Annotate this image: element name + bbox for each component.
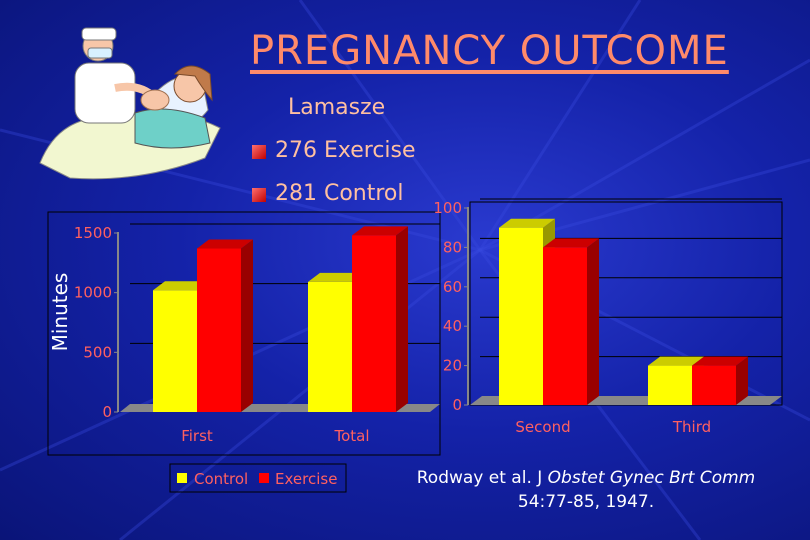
y-tick-label: 80 (443, 238, 462, 256)
legend-heading: Lamasze (288, 95, 386, 120)
x-tick-label: First (181, 427, 213, 445)
bar-control-third-top (648, 356, 704, 366)
bar-control-total-front (308, 281, 352, 412)
bar-exercise-first-top (197, 239, 253, 249)
legend-exercise: Exercise (275, 470, 337, 488)
bar-exercise-third-top (692, 356, 748, 366)
bar-exercise-total (352, 226, 408, 412)
y-tick-label: 1500 (74, 224, 112, 242)
x-tick-label: Total (333, 427, 369, 445)
bar-exercise-third-side (736, 356, 748, 405)
bar-exercise-third-front (692, 365, 736, 405)
bar-exercise-second-side (587, 238, 599, 405)
citation: Rodway et al. J Obstet Gynec Brt Comm 54… (386, 466, 786, 514)
bar-exercise-third (692, 356, 748, 405)
bar-exercise-first (197, 239, 253, 412)
citation-volume: 54:77-85, 1947. (517, 492, 655, 512)
bar-exercise-second (543, 238, 599, 405)
y-tick-label: 0 (452, 396, 462, 414)
chart-border (47, 211, 441, 456)
bar-control-second-front (499, 227, 543, 405)
bar-control-first-front (153, 290, 197, 412)
legend-swatch-control (177, 473, 187, 483)
bar-exercise-total-top (352, 226, 408, 236)
square-bullet-icon (252, 145, 266, 159)
y-tick-label: 1000 (74, 284, 112, 302)
y-axis-label: Minutes (48, 273, 72, 352)
bar-exercise-total-front (352, 235, 396, 412)
x-tick-label: Third (672, 418, 711, 436)
y-tick-label: 100 (433, 199, 462, 217)
bar-control-third-front (648, 365, 692, 405)
citation-journal: Obstet Gynec Brt Comm (547, 468, 756, 488)
citation-authors: Rodway et al. J (416, 468, 548, 488)
bar-exercise-first-front (197, 248, 241, 412)
square-bullet-icon (252, 188, 266, 202)
y-tick-label: 500 (83, 343, 112, 361)
bar-exercise-total-side (396, 226, 408, 412)
bar-exercise-second-top (543, 238, 599, 248)
y-tick-label: 0 (102, 403, 112, 421)
y-tick-label: 40 (443, 317, 462, 335)
y-tick-label: 20 (443, 357, 462, 375)
bar-exercise-second-front (543, 247, 587, 405)
legend-control: Control (194, 470, 248, 488)
bar-control-second-top (499, 218, 555, 228)
group-exercise-label: 276 Exercise (275, 138, 416, 163)
y-tick-label: 60 (443, 278, 462, 296)
legend-swatch-exercise (259, 473, 269, 483)
bar-exercise-first-side (241, 239, 253, 412)
nurse-patient-clipart (39, 27, 221, 180)
bar-control-total-top (308, 272, 364, 282)
bar-control-first-top (153, 281, 209, 291)
slide-title: PREGNANCY OUTCOME (250, 28, 729, 74)
x-tick-label: Second (515, 418, 570, 436)
chart-legend: Control Exercise (169, 463, 347, 493)
group-control-label: 281 Control (275, 181, 404, 206)
